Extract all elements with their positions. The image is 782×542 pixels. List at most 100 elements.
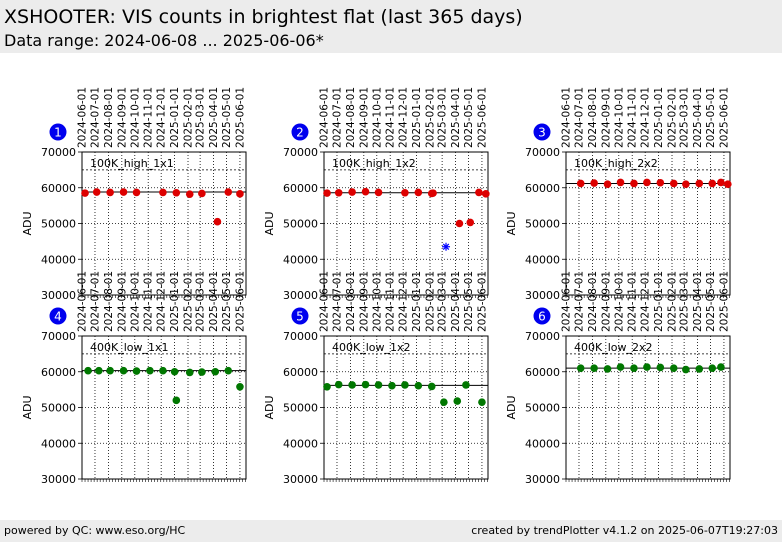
data-point <box>429 189 437 197</box>
x-tick-label: 2025-04-01 <box>692 87 704 148</box>
y-tick-label: 60000 <box>41 366 76 379</box>
x-tick-label: 2025-02-01 <box>667 87 679 148</box>
y-axis-label: ADU <box>505 395 518 419</box>
y-tick-label: 70000 <box>283 330 318 343</box>
x-tick-label: 2024-09-01 <box>116 87 128 148</box>
x-tick-label: 2025-06-01 <box>234 87 246 148</box>
x-tick-label: 2024-06-01 <box>561 87 573 148</box>
panel-number-badge <box>49 123 67 141</box>
data-point <box>590 364 598 372</box>
x-tick-label: 2025-01-01 <box>653 271 665 332</box>
x-tick-label: 2025-03-01 <box>195 87 207 148</box>
data-point <box>695 365 704 373</box>
x-tick-label: 2024-07-01 <box>89 87 101 148</box>
x-tick-label: 2025-04-01 <box>208 271 220 332</box>
x-tick-label: 2025-06-01 <box>476 271 488 332</box>
y-axis-label: ADU <box>21 395 34 419</box>
x-tick-label: 2025-05-01 <box>463 271 475 332</box>
data-point <box>643 363 651 371</box>
data-point <box>172 396 181 405</box>
x-tick-label: 2024-11-01 <box>143 271 155 332</box>
y-tick-label: 50000 <box>41 402 76 415</box>
data-point <box>374 188 383 197</box>
x-tick-label: 2025-03-01 <box>679 87 691 148</box>
data-point <box>466 218 475 227</box>
footer-created-by: created by trendPlotter v4.1.2 on 2025-0… <box>471 524 778 537</box>
data-point <box>708 179 717 188</box>
data-point <box>185 368 194 377</box>
panel-number-badge <box>533 123 551 141</box>
x-tick-label: 2025-06-01 <box>718 87 730 148</box>
panel-6: 2024-06-01 2024-07-01 2024-08-01 2024-09-01… <box>505 271 731 486</box>
y-tick-label: 70000 <box>525 146 560 159</box>
data-point <box>92 188 101 196</box>
data-point <box>414 381 423 390</box>
data-point <box>401 188 409 197</box>
y-tick-label: 30000 <box>283 289 318 302</box>
x-tick-label: 2024-10-01 <box>613 87 625 148</box>
plot-frame <box>81 335 247 480</box>
data-point <box>616 363 625 371</box>
y-tick-label: 70000 <box>283 146 318 159</box>
panel-1: 2024-06-01 2024-07-01 2024-08-01 2024-09-01… <box>21 87 247 302</box>
x-tick-label: 2025-02-01 <box>183 87 195 148</box>
x-tick-label: 2024-11-01 <box>627 271 639 332</box>
x-tick-label: 2025-06-01 <box>234 271 246 332</box>
y-tick-label: 30000 <box>283 473 318 486</box>
y-tick-label: 50000 <box>525 218 560 231</box>
x-tick-label: 2025-02-01 <box>425 271 437 332</box>
data-point <box>401 381 409 389</box>
x-tick-label: 2024-11-01 <box>627 87 639 148</box>
data-point <box>84 366 92 375</box>
header-bar: XSHOOTER: VIS counts in brightest flat (… <box>0 0 782 53</box>
panel-number-label: 4 <box>54 310 62 324</box>
y-tick-label: 40000 <box>525 437 560 450</box>
data-point <box>236 190 244 198</box>
x-tick-label: 2024-08-01 <box>103 271 115 332</box>
data-point <box>717 178 725 187</box>
footer-bar: powered by QC: www.eso.org/HC created by… <box>0 520 782 542</box>
y-tick-label: 50000 <box>283 218 318 231</box>
x-tick-label: 2025-03-01 <box>437 271 449 332</box>
data-point <box>106 366 114 375</box>
x-tick-label: 2025-03-01 <box>437 87 449 148</box>
data-point <box>388 381 396 390</box>
x-tick-label: 2025-02-01 <box>425 87 437 148</box>
x-tick-label: 2024-09-01 <box>358 271 370 332</box>
data-point <box>603 365 612 373</box>
panel-label: 100K_high_1x2 <box>332 157 416 170</box>
data-point <box>455 219 464 228</box>
y-tick-label: 60000 <box>41 182 76 195</box>
data-point <box>198 368 206 376</box>
plot-frame <box>323 151 489 296</box>
outlier-point <box>442 242 451 251</box>
panel-label: 400K_low_1x1 <box>90 341 169 354</box>
x-tick-label: 2025-03-01 <box>679 271 691 332</box>
data-point <box>374 381 383 389</box>
data-point <box>482 190 490 198</box>
x-tick-label: 2024-12-01 <box>640 271 652 332</box>
data-point <box>81 189 89 197</box>
x-tick-label: 2025-02-01 <box>183 271 195 332</box>
data-point <box>132 188 141 197</box>
data-point <box>106 188 114 197</box>
x-tick-label: 2025-01-01 <box>653 87 665 148</box>
y-axis-label: ADU <box>263 211 276 235</box>
data-point <box>224 366 233 375</box>
y-axis-label: ADU <box>21 211 34 235</box>
data-point <box>576 364 585 372</box>
data-point <box>669 179 678 188</box>
panel-2: 2024-06-01 2024-07-01 2024-08-01 2024-09-01… <box>263 87 490 302</box>
x-tick-label: 2024-10-01 <box>129 271 141 332</box>
panel-number-label: 6 <box>538 310 546 324</box>
data-point <box>603 180 612 188</box>
data-point <box>475 188 483 197</box>
data-point <box>708 364 717 372</box>
data-point <box>185 190 194 198</box>
panel-number-label: 3 <box>538 126 546 140</box>
y-tick-label: 30000 <box>525 473 560 486</box>
x-tick-label: 2024-08-01 <box>587 87 599 148</box>
x-tick-label: 2025-03-01 <box>195 271 207 332</box>
data-point <box>334 188 343 197</box>
panel-number-label: 1 <box>54 126 62 140</box>
